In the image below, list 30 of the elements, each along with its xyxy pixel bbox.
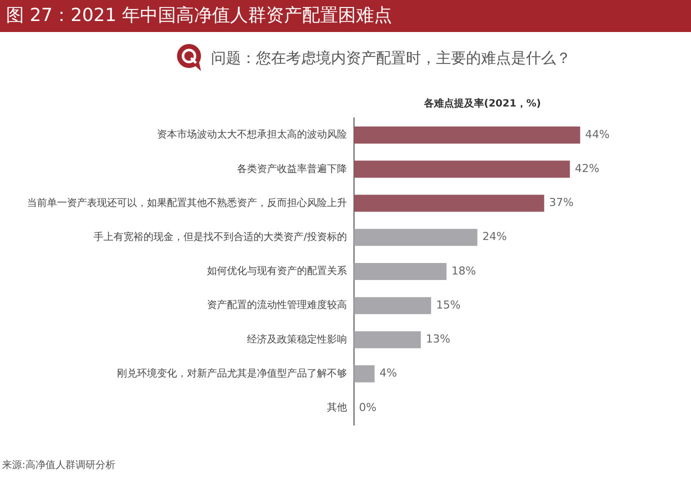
bar [354,262,447,280]
chart-subtitle: 问题：您在考虑境内资产配置时，主要的难点是什么？ [211,48,571,68]
data-label: 0% [359,400,376,414]
bar [354,365,375,382]
x-axis-title: 各难点提及率(2021，%) [423,98,541,110]
y-tick-label: 当前单一资产表现还可以，如果配置其他不熟悉资产，反而担心风险上升 [27,196,347,209]
y-tick-label: 各类资产收益率普遍下降 [237,162,347,175]
data-label: 24% [482,230,507,244]
source-note: 来源:高净值人群调研分析 [2,458,116,472]
y-tick-label: 资本市场波动太大不想承担太高的波动风险 [157,128,347,141]
bar [354,194,544,212]
bar [354,160,570,178]
bar [354,228,478,246]
y-tick-label: 如何优化与现有资产的配置关系 [207,265,347,278]
bar [354,126,580,144]
data-label: 44% [585,128,610,141]
data-label: 18% [452,264,476,278]
data-label: 42% [574,162,600,176]
y-tick-label: 手上有宽裕的现金，但是找不到合适的大类资产/投资标的 [94,230,347,243]
bar [354,297,432,314]
y-tick-label: 刚兑环境变化，对新产品尤其是净值型产品了解不够 [117,367,347,380]
y-tick-label: 其他 [327,402,347,414]
data-label: 13% [426,332,450,346]
y-tick-label: 经济及政策稳定性影响 [247,333,347,346]
data-label: 37% [549,196,574,210]
text: 图 27：2021 年中国高净值人群资产配置困难点 [0,0,691,32]
y-tick-label: 资产配置的流动性管理难度较高 [207,299,347,312]
data-label: 15% [436,298,461,312]
data-label: 4% [380,366,398,380]
bar [354,331,421,348]
